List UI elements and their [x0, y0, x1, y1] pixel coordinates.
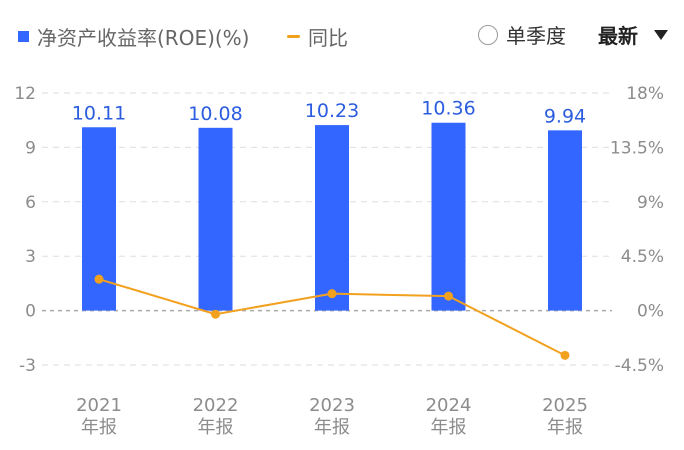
bar-value-label: 10.11 [72, 102, 126, 124]
yoy-point[interactable] [327, 289, 337, 299]
bar-swatch-icon [18, 31, 29, 42]
bar[interactable] [548, 130, 582, 311]
bar[interactable] [315, 125, 349, 311]
period-dropdown[interactable]: 最新 [598, 20, 668, 49]
y-right-tick-label: 9% [637, 193, 664, 213]
yoy-point[interactable] [211, 309, 220, 319]
x-category-label: 2022 年报 [193, 395, 239, 438]
y-left-tick-label: 0 [25, 302, 36, 322]
y-right-tick-label: 4.5% [621, 247, 664, 267]
period-dropdown-label: 最新 [598, 24, 638, 48]
yoy-point[interactable] [444, 291, 453, 301]
single-quarter-toggle[interactable]: 单季度 [478, 20, 566, 49]
bar[interactable] [198, 127, 233, 311]
bar-value-label: 10.36 [421, 98, 475, 120]
legend-roe-label: 净资产收益率(ROE)(%) [37, 26, 250, 50]
radio-icon[interactable] [478, 24, 498, 45]
legend-yoy[interactable]: 同比 [287, 22, 348, 51]
bar-value-label: 10.08 [188, 103, 242, 125]
y-left-tick-label: 12 [14, 84, 36, 104]
x-category-label: 2024 年报 [426, 395, 472, 438]
bar-value-label: 9.94 [544, 105, 586, 127]
yoy-point[interactable] [94, 274, 104, 284]
bar-value-label: 10.23 [305, 100, 359, 122]
bar[interactable] [431, 122, 466, 311]
y-right-tick-label: -4.5% [615, 356, 664, 376]
yoy-point[interactable] [560, 350, 570, 360]
single-quarter-label: 单季度 [506, 24, 566, 48]
line-swatch-icon [287, 35, 300, 38]
y-left-tick-label: 9 [25, 138, 36, 158]
y-right-tick-label: 18% [626, 84, 664, 104]
y-right-tick-label: 13.5% [610, 138, 664, 158]
y-left-tick-label: -3 [19, 356, 36, 376]
x-category-label: 2025 年报 [542, 395, 588, 438]
y-right-tick-label: 0% [637, 302, 664, 322]
y-left-tick-label: 3 [25, 247, 36, 267]
chart-header: 净资产收益率(ROE)(%) 同比 单季度 最新 [0, 0, 684, 70]
x-category-label: 2021 年报 [76, 395, 122, 438]
y-left-tick-label: 6 [25, 193, 36, 213]
legend-yoy-label: 同比 [308, 26, 348, 50]
legend-roe[interactable]: 净资产收益率(ROE)(%) [18, 22, 250, 51]
x-category-label: 2023 年报 [309, 395, 355, 438]
caret-down-icon [654, 29, 668, 40]
